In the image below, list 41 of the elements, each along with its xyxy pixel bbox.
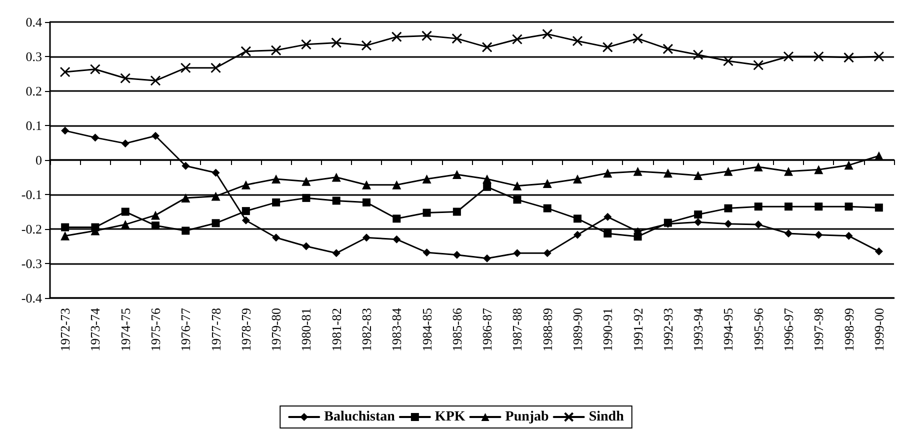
- legend-label: Baluchistan: [324, 410, 396, 424]
- x-tick-label: 1980-81: [298, 308, 314, 352]
- x-tick-label: 1995-96: [750, 308, 766, 352]
- x-tick-label: 1989-90: [570, 308, 585, 352]
- x-tick-label: 1990-91: [600, 308, 616, 352]
- x-tick-label: 1992-93: [660, 308, 676, 352]
- x-tick-label: 1978-79: [238, 308, 254, 352]
- legend-label: Punjab: [505, 410, 550, 424]
- y-tick-label: 0.2: [26, 84, 42, 98]
- x-tick-label: 1998-99: [841, 308, 856, 352]
- y-tick-label: -0.1: [21, 187, 42, 202]
- x-tick-label: 1986-87: [480, 308, 495, 352]
- x-tick-label: 1984-85: [419, 308, 434, 352]
- x-tick-label: 1983-84: [389, 308, 404, 352]
- x-tick-label: 1996-97: [781, 308, 796, 352]
- x-tick-label: 1999-00: [871, 308, 886, 352]
- x-tick-label: 1987-88: [510, 308, 525, 352]
- x-tick-label: 1981-82: [328, 308, 344, 352]
- y-tick-label: 0.3: [26, 49, 42, 64]
- x-tick-label: 1973-74: [88, 308, 103, 352]
- y-tick-label: 0: [36, 152, 42, 168]
- y-tick-label: -0.2: [21, 222, 42, 236]
- x-tick-label: 1976-77: [178, 308, 194, 352]
- x-tick-label: 1975-76: [148, 308, 163, 352]
- x-tick-label: 1982-83: [359, 308, 374, 352]
- x-tick-label: 1988-89: [540, 308, 555, 352]
- y-tick-label: 0.1: [26, 118, 42, 133]
- x-tick-label: 1997-98: [811, 308, 826, 352]
- y-tick-label: -0.4: [21, 290, 42, 306]
- x-tick-label: 1979-80: [268, 308, 284, 352]
- legend-label: Sindh: [588, 410, 624, 424]
- x-tick-label: 1993-94: [690, 308, 706, 352]
- y-tick-label: 0.4: [26, 14, 42, 30]
- x-tick-label: 1994-95: [720, 308, 736, 352]
- legend-label: KPK: [434, 410, 466, 424]
- x-tick-label: 1985-86: [449, 308, 464, 352]
- y-tick-label: -0.3: [21, 256, 42, 271]
- x-tick-label: 1991-92: [630, 308, 646, 352]
- x-tick-label: 1974-75: [118, 308, 133, 352]
- x-tick-label: 1972-73: [58, 308, 73, 352]
- x-tick-label: 1977-78: [208, 308, 224, 352]
